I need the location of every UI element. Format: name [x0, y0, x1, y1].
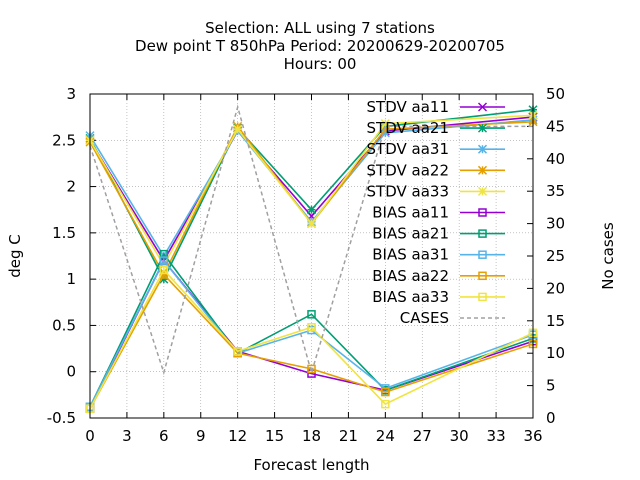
legend-marker: [477, 186, 488, 196]
y-tick-label: 0: [66, 363, 76, 381]
x-tick-label: 33: [487, 427, 506, 445]
data-point: [307, 364, 316, 374]
legend-label: STDV aa21: [367, 119, 449, 137]
data-point: [306, 205, 317, 215]
series-cases: [89, 104, 533, 376]
legend-label: STDV aa33: [367, 182, 449, 200]
legend: STDV aa11 STDV aa21 STDV aa31 STDV aa22 STDV…: [367, 98, 505, 327]
x-tick-label: 3: [122, 427, 132, 445]
legend-label: STDV aa31: [367, 140, 449, 158]
y2-tick-label: 25: [546, 247, 565, 265]
y2-tick-label: 40: [546, 150, 565, 168]
legend-label: CASES: [400, 309, 449, 327]
x-tick-label: 9: [196, 427, 206, 445]
y-tick-label: 1: [66, 270, 76, 288]
series-line: [89, 273, 534, 410]
x-tick-label: 30: [450, 427, 469, 445]
legend-marker: [477, 123, 488, 133]
data-point: [307, 323, 316, 332]
legend-label: BIAS aa31: [372, 246, 449, 264]
y-tick-label: -0.5: [47, 409, 76, 427]
legend-label: BIAS aa21: [372, 225, 449, 243]
y-tick-label: 2.5: [52, 131, 76, 149]
y2-tick-label: 5: [546, 377, 556, 395]
series-line: [89, 114, 534, 267]
x-tick-label: 21: [339, 427, 358, 445]
legend-marker: [477, 144, 488, 154]
y2-tick-label: 45: [546, 117, 565, 135]
legend-marker: [477, 165, 488, 175]
y2-tick-label: 0: [546, 409, 556, 427]
data-point: [159, 256, 169, 265]
series-line: [89, 108, 534, 281]
y2-tick-label: 35: [546, 182, 565, 200]
chart-title-line: Hours: 00: [284, 55, 357, 73]
legend-marker: [478, 271, 487, 281]
y2-axis-label: No cases: [599, 222, 617, 290]
data-point: [306, 219, 317, 229]
series-line: [89, 116, 534, 263]
axis-ticks: 0 3 6 9 12 15 18 21 24 27 30 33 36-0.500.511.522.530…: [47, 85, 565, 445]
x-tick-label: 27: [413, 427, 432, 445]
series-line: [89, 104, 533, 376]
plot-frame: [89, 93, 534, 419]
y2-tick-label: 10: [546, 344, 565, 362]
chart-title-line: Dew point T 850hPa Period: 20200629-2020…: [135, 37, 505, 55]
legend-marker: [478, 292, 487, 302]
x-tick-label: 15: [265, 427, 284, 445]
x-tick-label: 24: [376, 427, 395, 445]
data-point: [381, 387, 390, 397]
legend-marker: [477, 102, 488, 112]
y2-tick-label: 50: [546, 85, 565, 103]
series-line: [89, 252, 534, 408]
legend-marker: [478, 208, 487, 217]
legend-label: STDV aa22: [367, 161, 449, 179]
y-tick-label: 0.5: [52, 316, 76, 334]
legend-label: STDV aa11: [367, 98, 449, 116]
y2-tick-label: 20: [546, 279, 565, 297]
data-point: [233, 347, 242, 356]
legend-label: BIAS aa22: [372, 267, 449, 285]
legend-marker: [478, 229, 487, 238]
x-tick-label: 36: [523, 427, 542, 445]
y-tick-label: 2: [66, 178, 76, 196]
series-line: [89, 121, 534, 277]
chart-title-line: Selection: ALL using 7 stations: [205, 19, 435, 37]
x-tick-label: 6: [159, 427, 169, 445]
series-line: [89, 268, 534, 410]
x-tick-label: 12: [228, 427, 247, 445]
x-tick-label: 0: [85, 427, 95, 445]
grid: [90, 94, 533, 418]
legend-marker: [478, 250, 487, 259]
x-tick-label: 18: [302, 427, 321, 445]
y-tick-label: 3: [66, 85, 76, 103]
y-axis-label: deg C: [6, 234, 24, 278]
series-bias-aa33: [85, 265, 538, 413]
y-tick-label: 1.5: [52, 224, 76, 242]
data-point: [381, 399, 390, 409]
x-axis-label: Forecast length: [253, 456, 369, 474]
series-line: [89, 259, 534, 408]
legend-label: BIAS aa33: [372, 288, 449, 306]
y2-tick-label: 30: [546, 215, 565, 233]
legend-marker-stroke: [477, 102, 488, 112]
data-point: [307, 310, 316, 319]
y2-tick-label: 15: [546, 312, 565, 330]
legend-label: BIAS aa11: [372, 204, 449, 222]
data-point: [159, 265, 169, 275]
data-point: [233, 124, 243, 134]
